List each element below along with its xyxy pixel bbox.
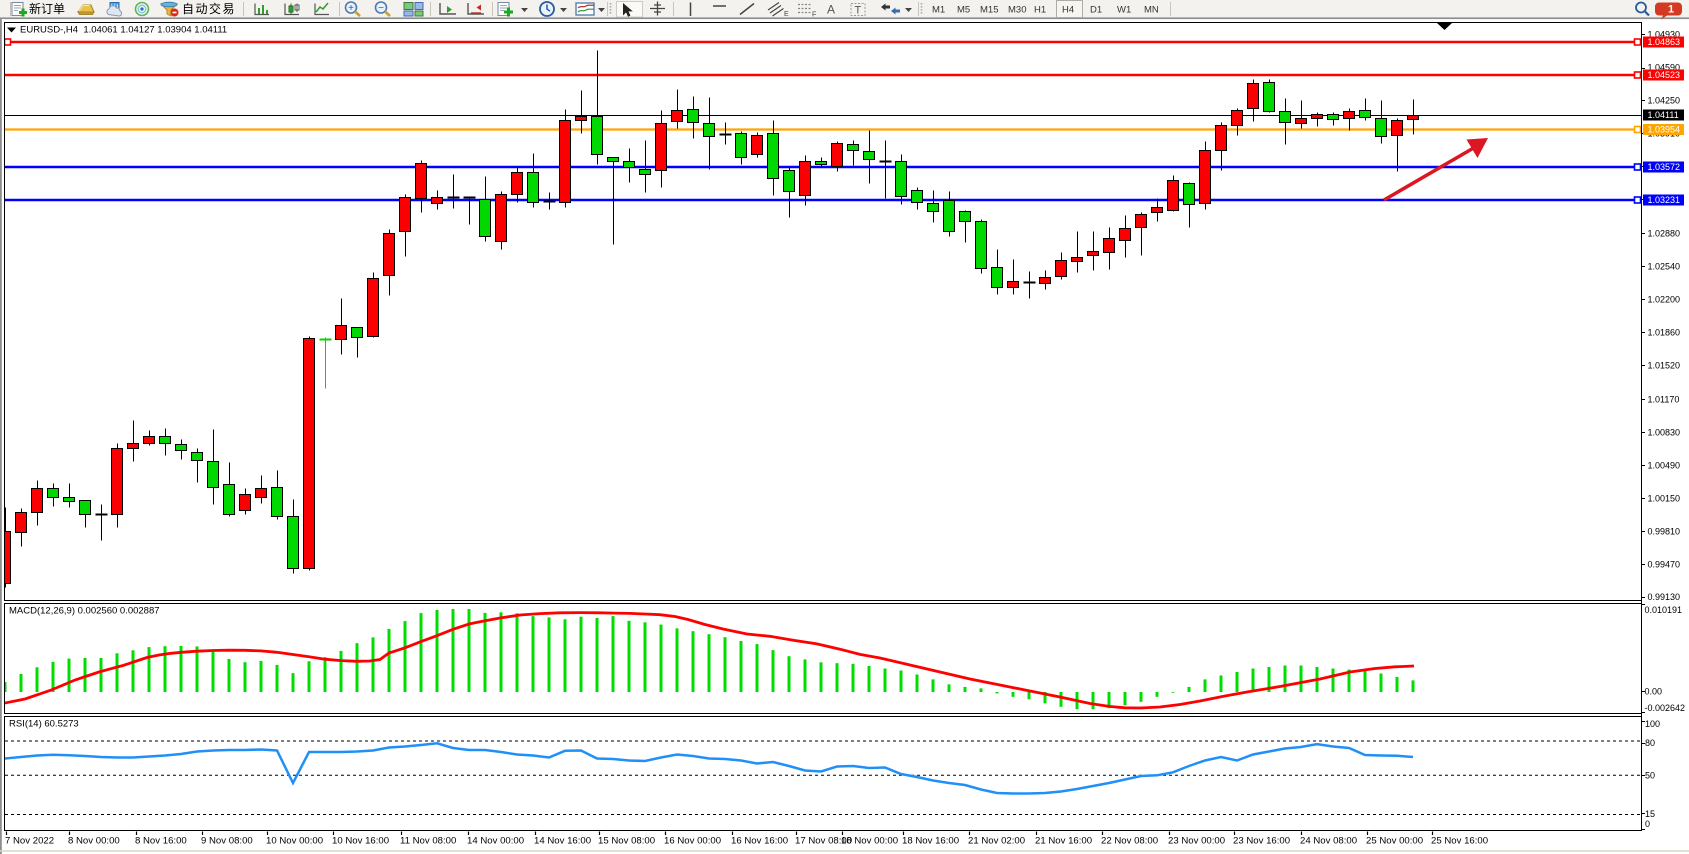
svg-text:H1: H1 [1034,5,1046,16]
svg-text:1: 1 [1668,4,1674,16]
svg-text:EURUSD-,H4 1.04061 1.04127 1.: EURUSD-,H4 1.04061 1.04127 1.03904 1.041… [20,25,227,36]
svg-text:14 Nov 16:00: 14 Nov 16:00 [534,836,591,847]
svg-text:50: 50 [1645,771,1655,781]
svg-text:1.04590: 1.04590 [1648,63,1681,73]
svg-text:M15: M15 [980,5,998,16]
svg-text:8 Nov 00:00: 8 Nov 00:00 [68,836,120,847]
svg-text:23 Nov 00:00: 23 Nov 00:00 [1168,836,1225,847]
svg-text:RSI(14) 60.5273: RSI(14) 60.5273 [9,719,79,730]
svg-text:10 Nov 16:00: 10 Nov 16:00 [332,836,389,847]
svg-text:0.010191: 0.010191 [1645,605,1683,615]
svg-text:21 Nov 16:00: 21 Nov 16:00 [1035,836,1092,847]
svg-text:1.03231: 1.03231 [1648,195,1681,205]
svg-text:T: T [855,5,862,17]
svg-text:1.00490: 1.00490 [1648,460,1681,470]
svg-text:F: F [812,12,816,19]
svg-text:80: 80 [1645,738,1655,748]
svg-text:1.01860: 1.01860 [1648,328,1681,338]
svg-text:自动交易: 自动交易 [182,1,236,16]
svg-text:25 Nov 00:00: 25 Nov 00:00 [1366,836,1423,847]
svg-text:+: + [348,3,354,14]
svg-text:0.99130: 0.99130 [1648,592,1681,602]
svg-text:25 Nov 16:00: 25 Nov 16:00 [1431,836,1488,847]
svg-text:-0.002642: -0.002642 [1645,703,1686,713]
svg-text:18 Nov 00:00: 18 Nov 00:00 [841,836,898,847]
svg-text:17 Nov 08:00: 17 Nov 08:00 [795,836,852,847]
svg-text:0.99810: 0.99810 [1648,526,1681,536]
svg-text:24 Nov 08:00: 24 Nov 08:00 [1300,836,1357,847]
svg-text:0.99470: 0.99470 [1648,559,1681,569]
svg-text:M30: M30 [1008,5,1026,16]
svg-text:D1: D1 [1090,5,1102,16]
svg-text:10 Nov 00:00: 10 Nov 00:00 [266,836,323,847]
svg-text:1.01170: 1.01170 [1648,394,1680,404]
svg-text:14 Nov 00:00: 14 Nov 00:00 [467,836,524,847]
svg-text:1.04250: 1.04250 [1648,96,1681,106]
svg-text:MN: MN [1144,5,1159,16]
svg-text:9 Nov 08:00: 9 Nov 08:00 [201,836,253,847]
svg-text:1.04863: 1.04863 [1648,37,1681,47]
svg-text:1.04523: 1.04523 [1648,70,1681,80]
svg-text:1.04111: 1.04111 [1648,110,1679,120]
svg-text:0: 0 [1645,819,1650,829]
svg-text:1.00830: 1.00830 [1648,427,1681,437]
svg-text:1.00150: 1.00150 [1648,493,1681,503]
svg-text:M1: M1 [932,5,945,16]
svg-text:1.02200: 1.02200 [1648,295,1681,305]
svg-text:21 Nov 02:00: 21 Nov 02:00 [968,836,1025,847]
svg-text:A: A [827,3,835,17]
svg-text:1.03572: 1.03572 [1648,162,1681,172]
svg-text:1.04930: 1.04930 [1648,30,1681,40]
svg-text:1.03954: 1.03954 [1648,125,1681,135]
svg-text:新订单: 新订单 [29,1,65,16]
svg-text:16 Nov 00:00: 16 Nov 00:00 [664,836,721,847]
svg-text:16 Nov 16:00: 16 Nov 16:00 [731,836,788,847]
svg-text:23 Nov 16:00: 23 Nov 16:00 [1233,836,1290,847]
svg-text:15: 15 [1645,809,1655,819]
svg-text:15 Nov 08:00: 15 Nov 08:00 [598,836,655,847]
svg-text:E: E [784,11,789,18]
svg-text:M5: M5 [957,5,970,16]
svg-text:H4: H4 [1062,5,1074,16]
svg-text:−: − [378,3,384,14]
svg-text:100: 100 [1645,719,1660,729]
svg-text:18 Nov 16:00: 18 Nov 16:00 [902,836,959,847]
svg-text:1.02540: 1.02540 [1648,262,1681,272]
svg-text:22 Nov 08:00: 22 Nov 08:00 [1101,836,1158,847]
svg-text:8 Nov 16:00: 8 Nov 16:00 [135,836,187,847]
svg-text:7 Nov 2022: 7 Nov 2022 [5,836,54,847]
svg-text:0.00: 0.00 [1645,687,1663,697]
svg-text:MACD(12,26,9) 0.002560 0.00288: MACD(12,26,9) 0.002560 0.002887 [9,606,160,617]
svg-text:1.01520: 1.01520 [1648,360,1681,370]
svg-text:11 Nov 08:00: 11 Nov 08:00 [400,836,456,847]
svg-text:W1: W1 [1117,5,1131,16]
svg-text:1.02880: 1.02880 [1648,229,1681,239]
